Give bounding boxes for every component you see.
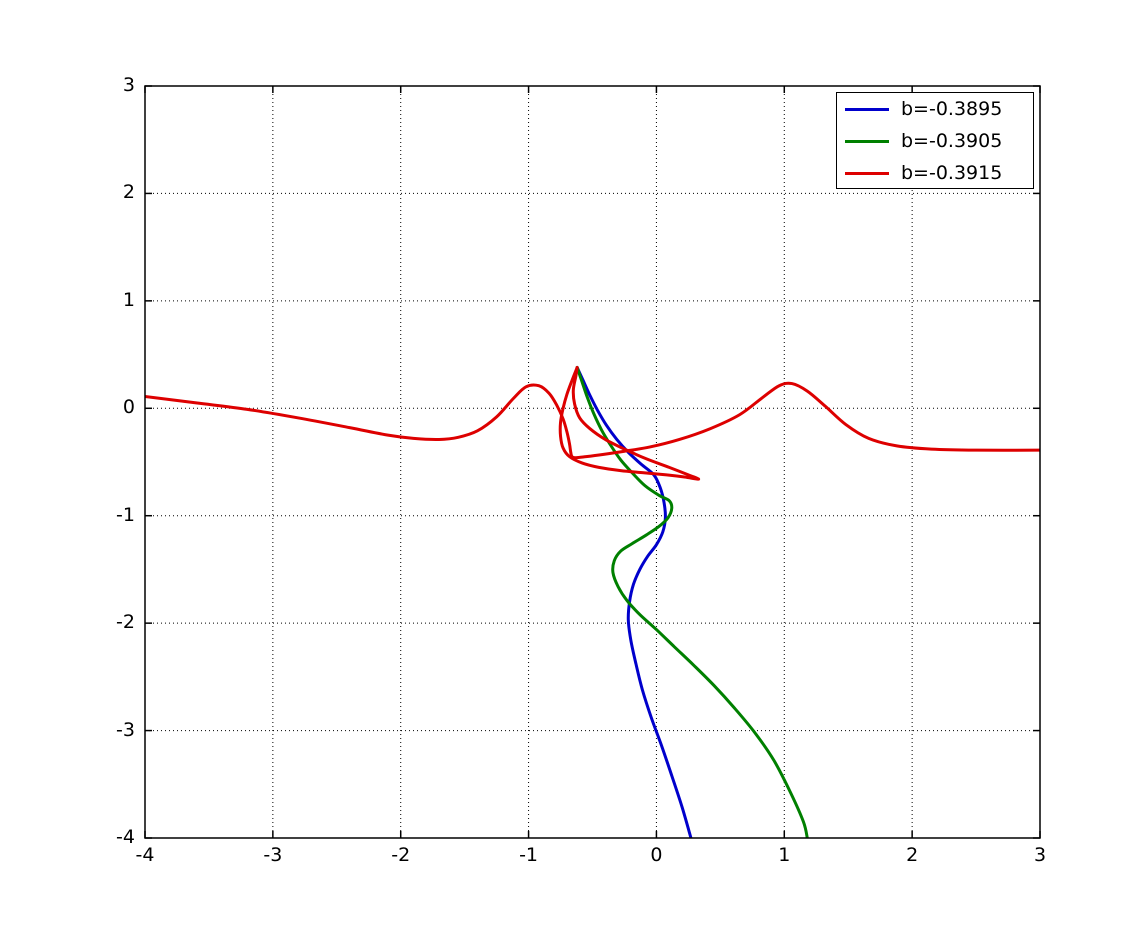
y-tick-label: -1 [116, 503, 135, 526]
y-tick-label: 1 [122, 288, 135, 311]
y-tick-label: 2 [122, 181, 135, 204]
legend-label-0: b=-0.3895 [901, 97, 1003, 120]
legend-label-2: b=-0.3915 [901, 162, 1003, 185]
legend-label-1: b=-0.3905 [901, 129, 1003, 152]
legend-item-0: b=-0.3895 [837, 93, 1033, 125]
legend-item-1: b=-0.3905 [837, 125, 1033, 157]
y-tick-label: -4 [116, 826, 135, 848]
x-tick-label: 2 [906, 844, 919, 866]
series-line-2 [145, 381, 1040, 460]
grid-layer [145, 86, 1040, 838]
x-tick-label: -2 [391, 844, 411, 866]
x-tick-label: 1 [778, 844, 791, 866]
legend-swatch-blue [845, 107, 889, 111]
x-tick-label: -3 [263, 844, 283, 866]
y-tick-label: -2 [116, 611, 135, 634]
series-line-1 [575, 365, 809, 838]
legend-box: b=-0.3895 b=-0.3905 b=-0.3915 [836, 92, 1034, 189]
axes-frame [144, 85, 1041, 839]
legend-item-2: b=-0.3915 [837, 158, 1033, 190]
tick-marks-layer [144, 85, 1041, 839]
y-tick-label: 0 [122, 396, 135, 419]
x-tick-label: 0 [650, 844, 663, 866]
data-series-layer [145, 365, 1040, 838]
x-tick-label: -4 [135, 844, 155, 866]
series-line-loop-2 [558, 365, 701, 481]
x-tick-label: 3 [1033, 844, 1047, 866]
series-line-0 [575, 365, 693, 838]
legend-swatch-green [845, 139, 889, 143]
legend-swatch-red [845, 172, 889, 176]
y-tick-label: -3 [116, 718, 135, 741]
x-tick-label: -1 [519, 844, 539, 866]
y-tick-label: 3 [122, 74, 135, 96]
